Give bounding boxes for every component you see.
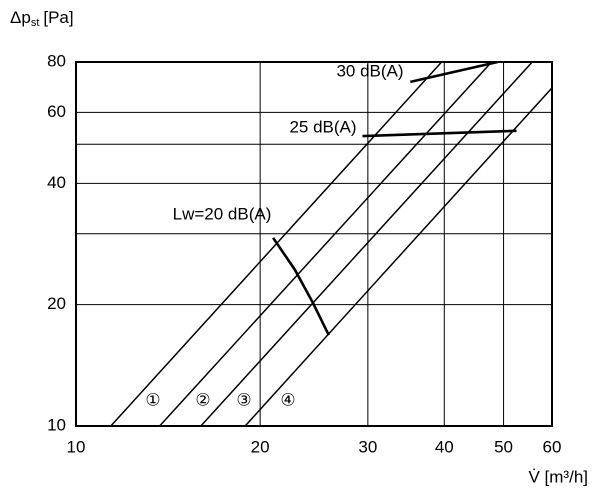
- y-tick-label: 40: [47, 173, 66, 192]
- series-label: 25 dB(A): [289, 117, 356, 136]
- y-tick-label: 80: [47, 51, 66, 70]
- x-tick-label: 10: [67, 437, 86, 456]
- y-axis-label: Δpst [Pa]: [10, 8, 74, 28]
- series-label: ④: [280, 390, 295, 409]
- series-line: [244, 87, 552, 427]
- x-tick-label: 40: [435, 437, 454, 456]
- series-line: [159, 61, 493, 427]
- x-tick-label: 20: [251, 437, 270, 456]
- y-label-unit: [Pa]: [43, 8, 73, 27]
- y-tick-label: 10: [47, 415, 66, 434]
- series-label: ③: [236, 390, 251, 409]
- series-line: [410, 61, 498, 84]
- x-axis-label: V̇ [m³/h]: [528, 467, 588, 486]
- y-tick-label: 60: [47, 102, 66, 121]
- y-tick-label: 20: [47, 294, 66, 313]
- x-tick-label: 30: [358, 437, 377, 456]
- series-line: [200, 61, 533, 427]
- series-label: ①: [145, 390, 160, 409]
- series-label: Lw=20 dB(A): [173, 204, 272, 223]
- x-tick-label: 60: [543, 437, 562, 456]
- y-label-subscript: st: [31, 17, 40, 29]
- y-label-symbol: Δp: [10, 8, 31, 27]
- series-label: ②: [195, 390, 210, 409]
- series-line: [272, 237, 330, 336]
- plot-frame: [75, 61, 553, 427]
- series-label: 30 dB(A): [336, 61, 403, 80]
- series-line: [362, 129, 517, 138]
- x-tick-label: 50: [494, 437, 513, 456]
